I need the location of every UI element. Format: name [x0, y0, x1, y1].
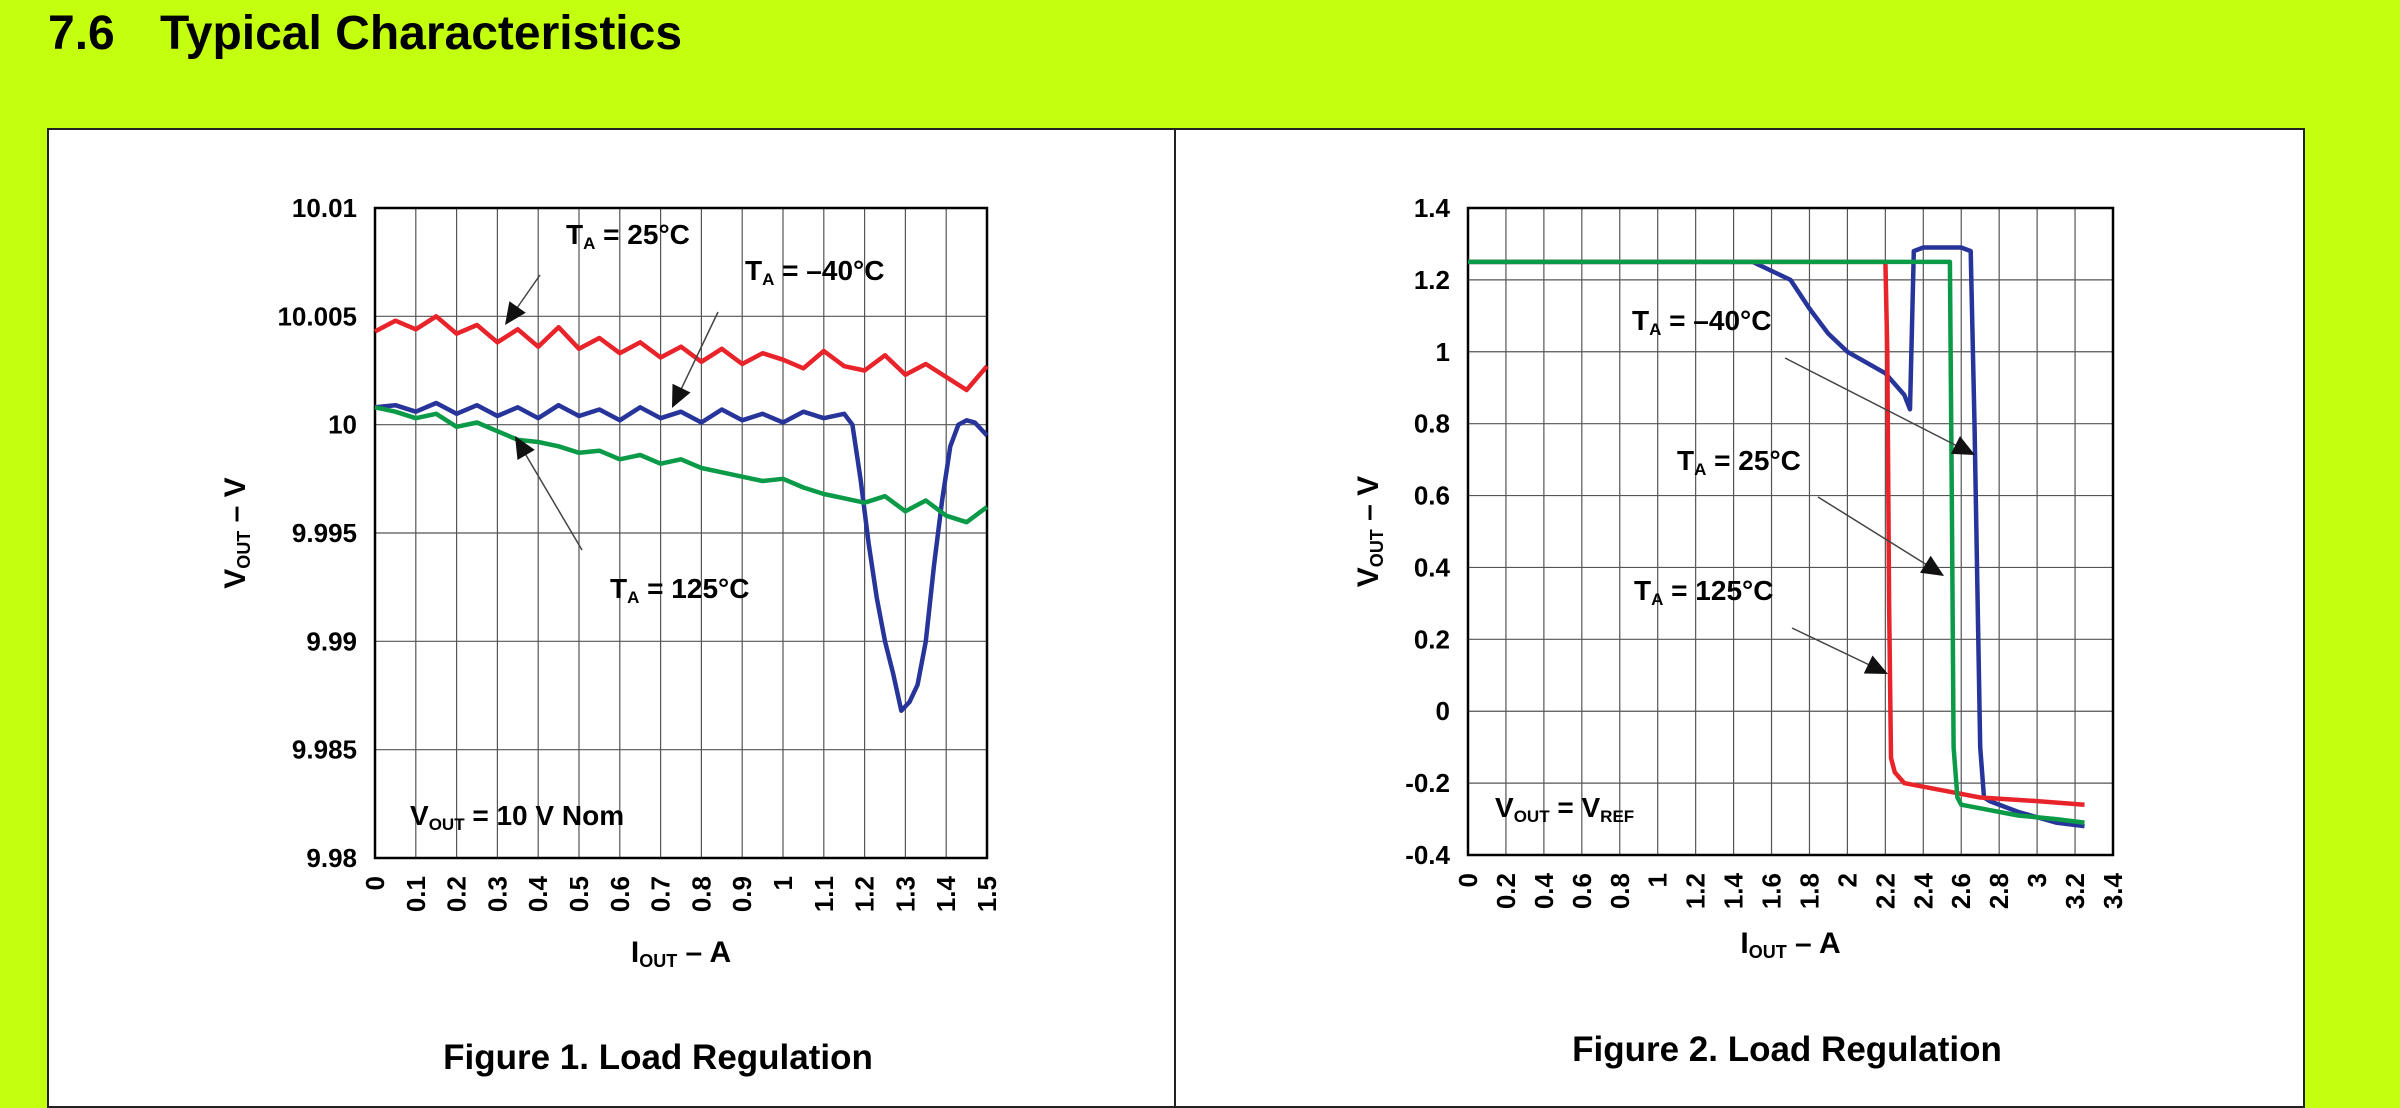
series-line-2 — [1468, 259, 2085, 807]
y-tick-label: -0.2 — [1405, 768, 1450, 798]
y-tick-label: 1.2 — [1414, 265, 1450, 295]
annotation-leader-line — [519, 444, 583, 551]
series-line-2 — [374, 400, 989, 713]
annotation-arrowhead — [672, 383, 691, 408]
x-tick-label: 2.2 — [1870, 873, 1900, 909]
figure-2-caption: Figure 2. Load Regulation — [1572, 1030, 2002, 1069]
conditions-note: VOUT = 10 V Nom — [410, 800, 624, 834]
annotation-leader-line — [675, 311, 719, 401]
frame-divider — [1174, 128, 1176, 1108]
annotation-arrowhead — [515, 436, 535, 460]
temperature-annotation: TA = 25°C — [1677, 445, 1801, 479]
x-tick-label: 1.6 — [1757, 873, 1787, 909]
x-tick-label: 1.1 — [809, 876, 839, 912]
series-line-1 — [1468, 245, 2085, 829]
figure-1-caption: Figure 1. Load Regulation — [443, 1038, 873, 1077]
x-tick-label: 0.8 — [1605, 873, 1635, 909]
temperature-annotation: TA = 125°C — [1634, 575, 1773, 609]
x-tick-label: 0.7 — [646, 876, 676, 912]
series-line-1 — [373, 314, 989, 393]
annotation-leader-line — [1817, 496, 1936, 571]
temperature-annotation: TA = –40°C — [745, 255, 884, 289]
x-tick-label: 0.4 — [1529, 872, 1559, 909]
y-tick-label: 9.985 — [292, 735, 357, 765]
y-tick-label: 9.98 — [306, 843, 357, 873]
x-tick-label: 0.1 — [401, 876, 431, 912]
plot-area-border — [1466, 206, 2115, 857]
y-tick-label: 0.8 — [1414, 409, 1450, 439]
annotation-arrowhead — [505, 301, 526, 325]
y-tick-label: -0.4 — [1405, 840, 1450, 870]
section-title: Typical Characteristics — [160, 7, 683, 60]
x-tick-label: 0.3 — [482, 876, 512, 912]
x-tick-label: 1.2 — [1681, 873, 1711, 909]
x-tick-label: 0.5 — [564, 876, 594, 912]
y-tick-label: 10.005 — [277, 301, 357, 331]
temperature-annotation: TA = 25°C — [566, 219, 690, 253]
x-tick-label: 0.2 — [1491, 873, 1521, 909]
x-tick-label: 1.8 — [1794, 873, 1824, 909]
y-tick-label: 9.995 — [292, 518, 357, 548]
x-tick-label: 2.6 — [1946, 873, 1976, 909]
y-tick-label: 9.99 — [306, 626, 357, 656]
annotation-leader-line — [1791, 627, 1881, 671]
y-axis-label: VOUT – V — [1352, 476, 1387, 587]
figure-2-chart: 1.41.210.80.60.40.20-0.2-0.40 0.2 0.4 0.6 0.… — [1352, 193, 2128, 962]
y-tick-label: 1 — [1436, 337, 1450, 367]
y-tick-label: 10.01 — [292, 193, 357, 223]
y-tick-label: 10 — [328, 410, 357, 440]
y-tick-label: 0.2 — [1414, 624, 1450, 654]
x-tick-label: 0.8 — [686, 876, 716, 912]
annotation-leader-line — [1784, 357, 1966, 451]
x-tick-label: 3.4 — [2098, 872, 2128, 909]
figure-frame — [47, 128, 2305, 1108]
annotation-arrowhead — [1950, 436, 1975, 455]
x-tick-label: 3.2 — [2060, 873, 2090, 909]
x-tick-label: 0.4 — [523, 875, 553, 912]
y-tick-label: 0 — [1436, 696, 1450, 726]
x-axis-label: IOUT – A — [1740, 927, 1840, 962]
x-tick-label: 0.6 — [1567, 873, 1597, 909]
x-tick-label: 2.4 — [1908, 872, 1938, 909]
y-tick-label: 1.4 — [1414, 193, 1451, 223]
x-tick-label: 1.5 — [972, 876, 1002, 912]
y-tick-label: 0.4 — [1414, 552, 1451, 582]
temperature-annotation: TA = 125°C — [610, 573, 749, 607]
x-tick-label: 3 — [2022, 873, 2052, 887]
x-tick-label: 1.2 — [850, 876, 880, 912]
series-line-3 — [374, 405, 989, 525]
section-heading: 7.6 Typical Characteristics — [48, 6, 682, 61]
x-tick-label: 1.4 — [1719, 872, 1749, 909]
x-tick-label: 2 — [1832, 873, 1862, 887]
y-tick-label: 0.6 — [1414, 481, 1450, 511]
x-tick-label: 2.8 — [1984, 873, 2014, 909]
x-tick-label: 0.2 — [442, 876, 472, 912]
series-line-3 — [1468, 259, 2085, 825]
x-tick-label: 0.6 — [605, 876, 635, 912]
x-tick-label: 1.3 — [890, 876, 920, 912]
conditions-note: VOUT = VREF — [1495, 792, 1634, 826]
x-axis-label: IOUT – A — [631, 936, 731, 971]
section-number: 7.6 — [48, 7, 115, 60]
x-tick-label: 1.4 — [931, 875, 961, 912]
y-axis-label: VOUT – V — [219, 477, 254, 588]
annotation-arrowhead — [1863, 655, 1888, 674]
x-tick-label: 0 — [1453, 873, 1483, 887]
annotation-arrowhead — [1920, 555, 1944, 576]
x-tick-label: 1 — [768, 876, 798, 890]
plot-area-border — [373, 206, 989, 860]
x-tick-label: 0 — [360, 876, 390, 890]
x-tick-label: 0.9 — [727, 876, 757, 912]
x-tick-label: 1 — [1643, 873, 1673, 887]
figure-1-chart: 10.01 10.005 10 9.995 9.99 9.985 9.980 0.1 0.2 0.… — [219, 193, 1002, 971]
temperature-annotation: TA = –40°C — [1632, 305, 1771, 339]
